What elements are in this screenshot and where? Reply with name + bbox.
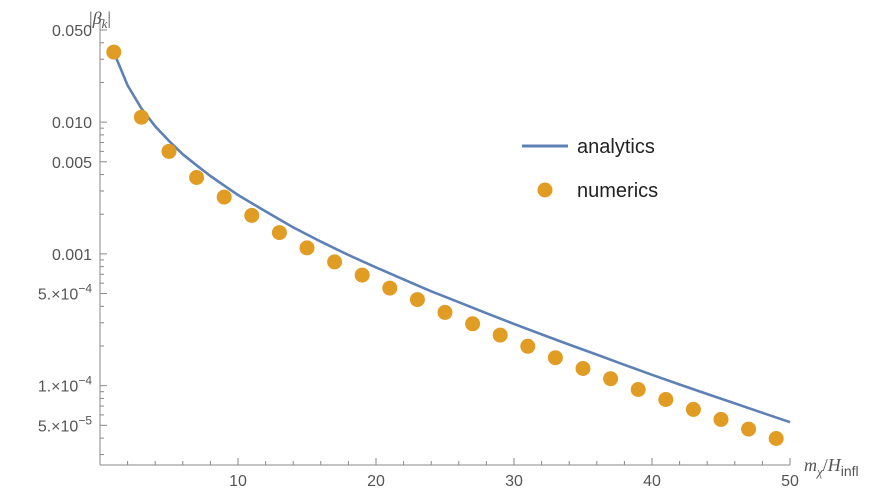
y-tick-label: 0.001: [52, 247, 92, 264]
legend-analytics-label: analytics: [577, 136, 655, 158]
numerics-point: [465, 316, 481, 332]
y-tick-label: 5.×10−4: [38, 282, 92, 304]
numerics-point: [520, 338, 536, 354]
numerics-point: [409, 292, 425, 308]
numerics-point: [492, 327, 508, 343]
numerics-point: [161, 143, 177, 159]
x-ticks: 10 20 30 40 50: [127, 458, 799, 490]
x-tick-label: 50: [781, 473, 799, 490]
y-tick-label: 0.010: [52, 115, 92, 132]
numerics-point: [133, 109, 149, 125]
x-tick-label: 20: [367, 473, 385, 490]
numerics-point: [713, 411, 729, 427]
numerics-series: [106, 44, 784, 446]
numerics-point: [244, 207, 260, 223]
numerics-point: [437, 304, 453, 320]
gridless-frame: [99, 15, 790, 466]
numerics-point: [189, 170, 205, 185]
numerics-point: [603, 371, 619, 387]
y-axis-title: |βk|: [89, 8, 111, 31]
numerics-point: [658, 392, 674, 407]
analytics-line: [112, 51, 791, 424]
analytics-series: [112, 51, 791, 424]
legend-numerics-label: numerics: [577, 180, 658, 202]
x-tick-label: 40: [643, 473, 661, 490]
numerics-point: [299, 240, 315, 256]
numerics-point: [741, 421, 757, 437]
numerics-point: [547, 350, 563, 366]
numerics-point: [216, 189, 232, 205]
y-tick-label: 5.×10−5: [38, 413, 92, 435]
numerics-point: [354, 267, 370, 283]
y-tick-label: 1.×10−4: [38, 374, 92, 396]
numerics-point: [685, 401, 701, 417]
x-tick-label: 10: [229, 473, 247, 490]
y-tick-label: 0.005: [52, 155, 92, 172]
numerics-point: [382, 280, 398, 296]
y-ticks: 0.050 0.010 0.005 0.001 5.×10−4 1.×10−4 5.×10−…: [38, 19, 107, 456]
numerics-point: [327, 254, 343, 270]
numerics-point: [106, 44, 122, 60]
numerics-point: [575, 361, 591, 376]
x-axis-title: mχ/Hinfl: [804, 455, 859, 479]
numerics-point: [271, 225, 287, 241]
legend: analytics numerics: [522, 136, 658, 202]
legend-numerics-swatch: [537, 182, 553, 198]
numerics-point: [630, 382, 646, 397]
numerics-point: [768, 431, 784, 446]
y-tick-label: 0.050: [52, 23, 92, 40]
x-tick-label: 30: [505, 473, 523, 490]
